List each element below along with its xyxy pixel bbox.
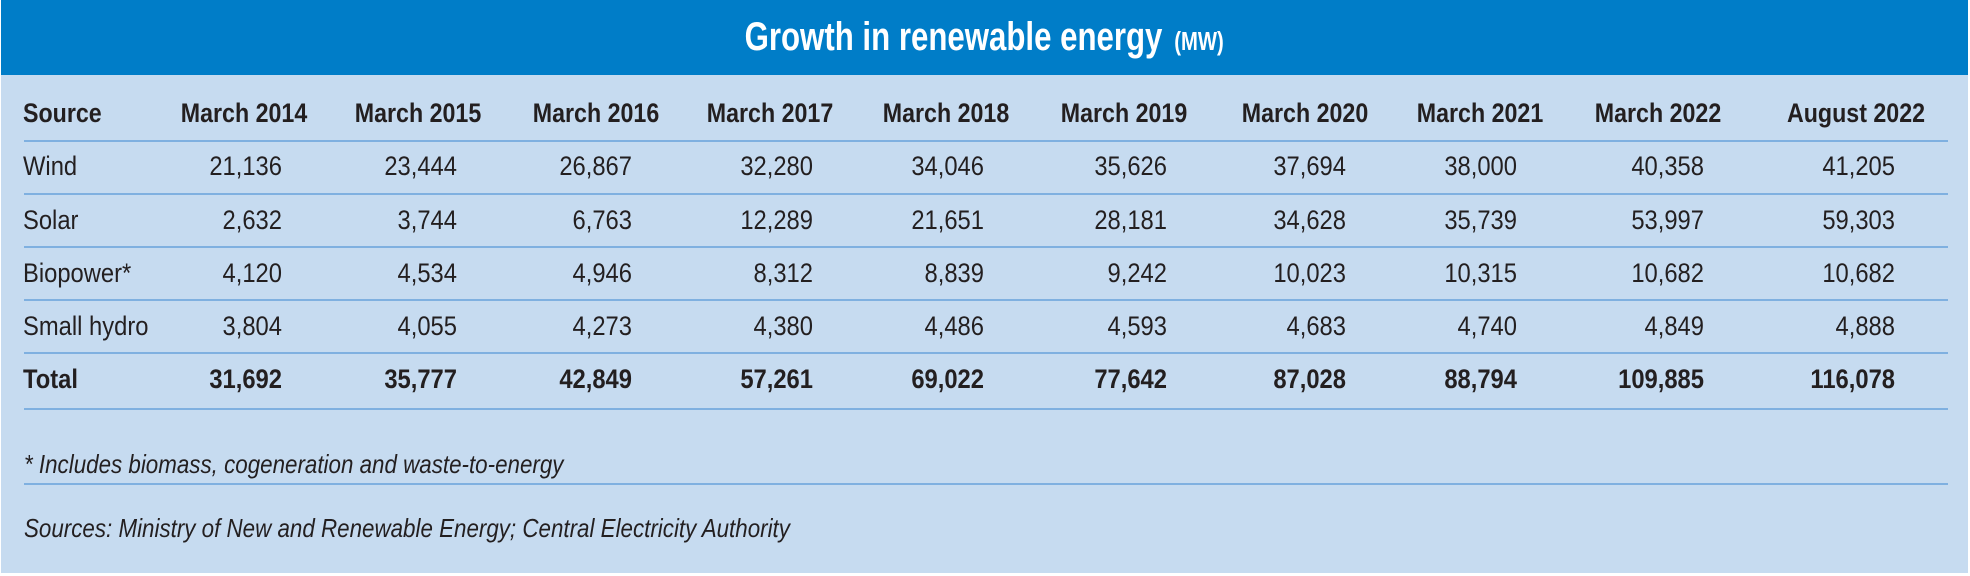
column-header: March 2015 <box>354 98 482 128</box>
table-cell: 26,867 <box>559 151 632 181</box>
table-cell: 37,694 <box>1273 151 1346 181</box>
column-header-source: Source <box>23 98 102 128</box>
column-header: March 2014 <box>180 98 308 128</box>
total-cell: 42,849 <box>559 364 632 394</box>
table-cell: 12,289 <box>740 205 813 235</box>
row-divider <box>24 408 1948 410</box>
table-cell: 6,763 <box>572 205 632 235</box>
row-label: Biopower* <box>23 258 132 288</box>
total-cell: 87,028 <box>1273 364 1346 394</box>
column-header: March 2022 <box>1594 98 1722 128</box>
table-cell: 2,632 <box>222 205 282 235</box>
table-cell: 4,593 <box>1107 311 1167 341</box>
row-divider <box>24 246 1948 248</box>
table-cell: 34,046 <box>911 151 984 181</box>
row-divider <box>24 352 1948 354</box>
title-bar: Growth in renewable energy (MW) <box>1 0 1968 75</box>
total-cell: 35,777 <box>384 364 457 394</box>
table-cell: 4,486 <box>924 311 984 341</box>
table-title: Growth in renewable energy (MW) <box>745 15 1224 60</box>
row-label: Wind <box>23 151 78 181</box>
title-main: Growth in renewable energy <box>744 15 1163 59</box>
title-unit: (MW) <box>1174 26 1225 56</box>
table-cell: 4,534 <box>397 258 457 288</box>
table-cell: 35,739 <box>1444 205 1517 235</box>
total-cell: 69,022 <box>911 364 984 394</box>
column-header: August 2022 <box>1786 98 1926 128</box>
footnote: * Includes biomass, cogeneration and was… <box>24 449 564 479</box>
total-cell: 116,078 <box>1810 364 1895 394</box>
footnote-divider <box>24 483 1948 485</box>
total-cell: 88,794 <box>1444 364 1517 394</box>
table-cell: 41,205 <box>1822 151 1895 181</box>
table-cell: 4,888 <box>1835 311 1895 341</box>
column-header: March 2021 <box>1416 98 1544 128</box>
table-cell: 4,120 <box>222 258 282 288</box>
table-cell: 3,804 <box>222 311 282 341</box>
column-header: March 2016 <box>532 98 660 128</box>
table-cell: 35,626 <box>1094 151 1167 181</box>
table-cell: 38,000 <box>1444 151 1517 181</box>
table-cell: 4,273 <box>572 311 632 341</box>
table-cell: 8,839 <box>924 258 984 288</box>
row-label: Small hydro <box>23 311 149 341</box>
total-cell: 31,692 <box>209 364 282 394</box>
column-header: March 2018 <box>882 98 1010 128</box>
table-cell: 21,651 <box>911 205 984 235</box>
table-cell: 40,358 <box>1631 151 1704 181</box>
total-cell: 57,261 <box>740 364 813 394</box>
table-cell: 4,849 <box>1644 311 1704 341</box>
row-divider <box>24 193 1948 195</box>
table-cell: 10,682 <box>1822 258 1895 288</box>
table-cell: 4,380 <box>753 311 813 341</box>
table-cell: 10,315 <box>1444 258 1517 288</box>
column-header: March 2020 <box>1241 98 1369 128</box>
total-cell: 109,885 <box>1618 364 1704 394</box>
table-cell: 10,682 <box>1631 258 1704 288</box>
table-cell: 3,744 <box>397 205 457 235</box>
table-cell: 59,303 <box>1822 205 1895 235</box>
table-cell: 21,136 <box>209 151 282 181</box>
table-cell: 23,444 <box>384 151 457 181</box>
column-header: March 2019 <box>1060 98 1188 128</box>
column-header: March 2017 <box>706 98 834 128</box>
row-divider <box>24 299 1948 301</box>
total-label: Total <box>23 364 78 394</box>
table-cell: 8,312 <box>753 258 813 288</box>
total-cell: 77,642 <box>1094 364 1167 394</box>
table-cell: 34,628 <box>1273 205 1346 235</box>
table-cell: 4,946 <box>572 258 632 288</box>
sources-note: Sources: Ministry of New and Renewable E… <box>24 513 790 543</box>
table-cell: 4,055 <box>397 311 457 341</box>
table-cell: 32,280 <box>740 151 813 181</box>
table-cell: 4,683 <box>1286 311 1346 341</box>
header-divider <box>24 140 1948 142</box>
row-label: Solar <box>23 205 79 235</box>
table-cell: 10,023 <box>1273 258 1346 288</box>
table-cell: 53,997 <box>1631 205 1704 235</box>
table-cell: 4,740 <box>1457 311 1517 341</box>
table-cell: 28,181 <box>1094 205 1167 235</box>
table-cell: 9,242 <box>1107 258 1167 288</box>
